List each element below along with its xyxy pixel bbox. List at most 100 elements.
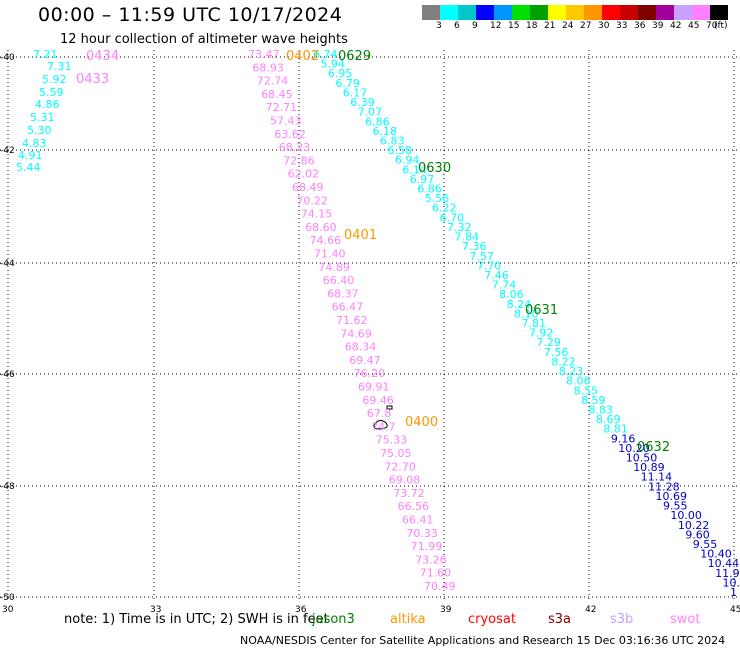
- track-value: 7.32: [447, 221, 472, 234]
- colorbar-label: 18: [526, 21, 538, 31]
- track-value: 8.24: [507, 298, 532, 311]
- track-value: 8.22: [551, 355, 576, 368]
- track-value: 6.70: [440, 211, 465, 224]
- track-value: 7.21: [33, 48, 58, 61]
- colorbar-swatch: [530, 5, 548, 20]
- track-value: 5.30: [27, 124, 52, 137]
- page-title: 00:00 – 11:59 UTC 10/17/2024: [38, 4, 343, 26]
- pass-label: 0631: [525, 303, 558, 318]
- pass-label: 0434: [86, 49, 119, 64]
- track-value: 5.92: [42, 73, 67, 86]
- track-value: 69.91: [358, 381, 390, 394]
- track-value: 68.23: [279, 141, 311, 154]
- track-value: 6.18: [373, 125, 398, 138]
- colorbar-swatch: [584, 5, 602, 20]
- track-value: 71.99: [411, 540, 443, 553]
- track-value: 6.94: [395, 154, 420, 167]
- pass-label: 0402: [286, 49, 319, 64]
- track-value: 66.40: [323, 274, 355, 287]
- colorbar-swatch: [476, 5, 494, 20]
- track-value: 7.36: [462, 240, 487, 253]
- colorbar-swatch: [422, 5, 440, 20]
- lat-tick-label: -48: [0, 482, 15, 492]
- colorbar-label: 70: [706, 21, 718, 31]
- colorbar-label: 45: [688, 21, 700, 31]
- track-value: 68.49: [292, 181, 324, 194]
- track-value: 5.59: [39, 86, 64, 99]
- track-value: 7.57: [469, 250, 494, 263]
- track-value: 69.46: [362, 394, 394, 407]
- track-value: 6.22: [432, 202, 457, 215]
- track-value: 66.56: [398, 500, 430, 513]
- track-value: 7.07: [358, 106, 383, 119]
- track-value: 74.69: [340, 327, 372, 340]
- colorbar-swatch: [494, 5, 512, 20]
- lat-tick-label: -50: [0, 593, 15, 603]
- track-value: 6.79: [335, 77, 360, 90]
- track-value: 5.94: [320, 58, 345, 71]
- track-value: 7.56: [544, 346, 569, 359]
- colorbar-swatch: [656, 5, 674, 20]
- track-value: 71.60: [420, 567, 452, 580]
- track-value: 7.46: [484, 269, 509, 282]
- track-value: 75.05: [380, 447, 412, 460]
- track-value: 9.55: [663, 500, 688, 513]
- track-value: 10.00: [670, 509, 702, 522]
- colorbar-swatch: [602, 5, 620, 20]
- track-value: 5.31: [30, 111, 55, 124]
- track-value: 7.31: [47, 60, 72, 73]
- track-value: 8.10: [514, 307, 539, 320]
- track-value: 10.50: [626, 452, 658, 465]
- footer-credit: NOAA/NESDIS Center for Satellite Applica…: [240, 634, 726, 647]
- colorbar-label: 12: [490, 21, 502, 31]
- track-value: 66.41: [402, 514, 434, 527]
- pass-label: 0401: [344, 228, 377, 243]
- colorbar-swatch: [512, 5, 530, 20]
- lat-tick-label: -46: [0, 370, 15, 380]
- track-value: 7.81: [522, 317, 547, 330]
- track-value: 72.74: [257, 75, 289, 88]
- track-value: 1: [730, 586, 737, 599]
- track-value: 7.74: [492, 279, 517, 292]
- track-value: 74.15: [301, 208, 333, 221]
- track-value: 6.97: [410, 173, 435, 186]
- colorbar-label: 36: [634, 21, 646, 31]
- track-value: 71.62: [336, 314, 368, 327]
- colorbar-swatch: [710, 5, 728, 20]
- track-value: 70.49: [424, 580, 456, 593]
- colorbar-swatch: [566, 5, 584, 20]
- track-value: 9.55: [693, 538, 718, 551]
- island-prince-edward: [386, 405, 393, 410]
- track-value: 62.02: [288, 168, 320, 181]
- colorbar-label: 3: [436, 21, 442, 31]
- track-value: 9.16: [611, 432, 636, 445]
- track-value: 68.93: [252, 61, 284, 74]
- pass-label: 0629: [338, 49, 371, 64]
- colorbar-label: 6: [454, 21, 460, 31]
- track-value: 8.55: [574, 384, 599, 397]
- track-value: 4.86: [35, 98, 60, 111]
- track-value: 69.08: [389, 474, 421, 487]
- track-value: 6.83: [380, 134, 405, 147]
- legend-jason3: jason3: [312, 612, 355, 627]
- lon-tick-label: 30: [2, 605, 14, 615]
- track-value: 10.89: [633, 461, 665, 474]
- lon-tick-label: 45: [730, 605, 740, 615]
- track-value: 8.06: [499, 288, 524, 301]
- track-value: 8.83: [589, 403, 614, 416]
- colorbar-swatch: [620, 5, 638, 20]
- track-value: 8.23: [559, 365, 584, 378]
- pass-label: 0632: [637, 440, 670, 455]
- track-value: 74.7: [371, 420, 396, 433]
- legend-cryosat: cryosat: [468, 612, 516, 627]
- track-value: 68.45: [261, 88, 293, 101]
- colorbar-label: 33: [616, 21, 628, 31]
- colorbar-label: 30: [598, 21, 610, 31]
- track-value: 76.20: [354, 367, 386, 380]
- track-value: 72.86: [283, 154, 315, 167]
- track-value: 70.22: [296, 194, 328, 207]
- track-value: 73.47: [248, 48, 280, 61]
- track-value: 7.84: [454, 231, 479, 244]
- track-value: 73.72: [393, 487, 425, 500]
- colorbar-label: 9: [472, 21, 478, 31]
